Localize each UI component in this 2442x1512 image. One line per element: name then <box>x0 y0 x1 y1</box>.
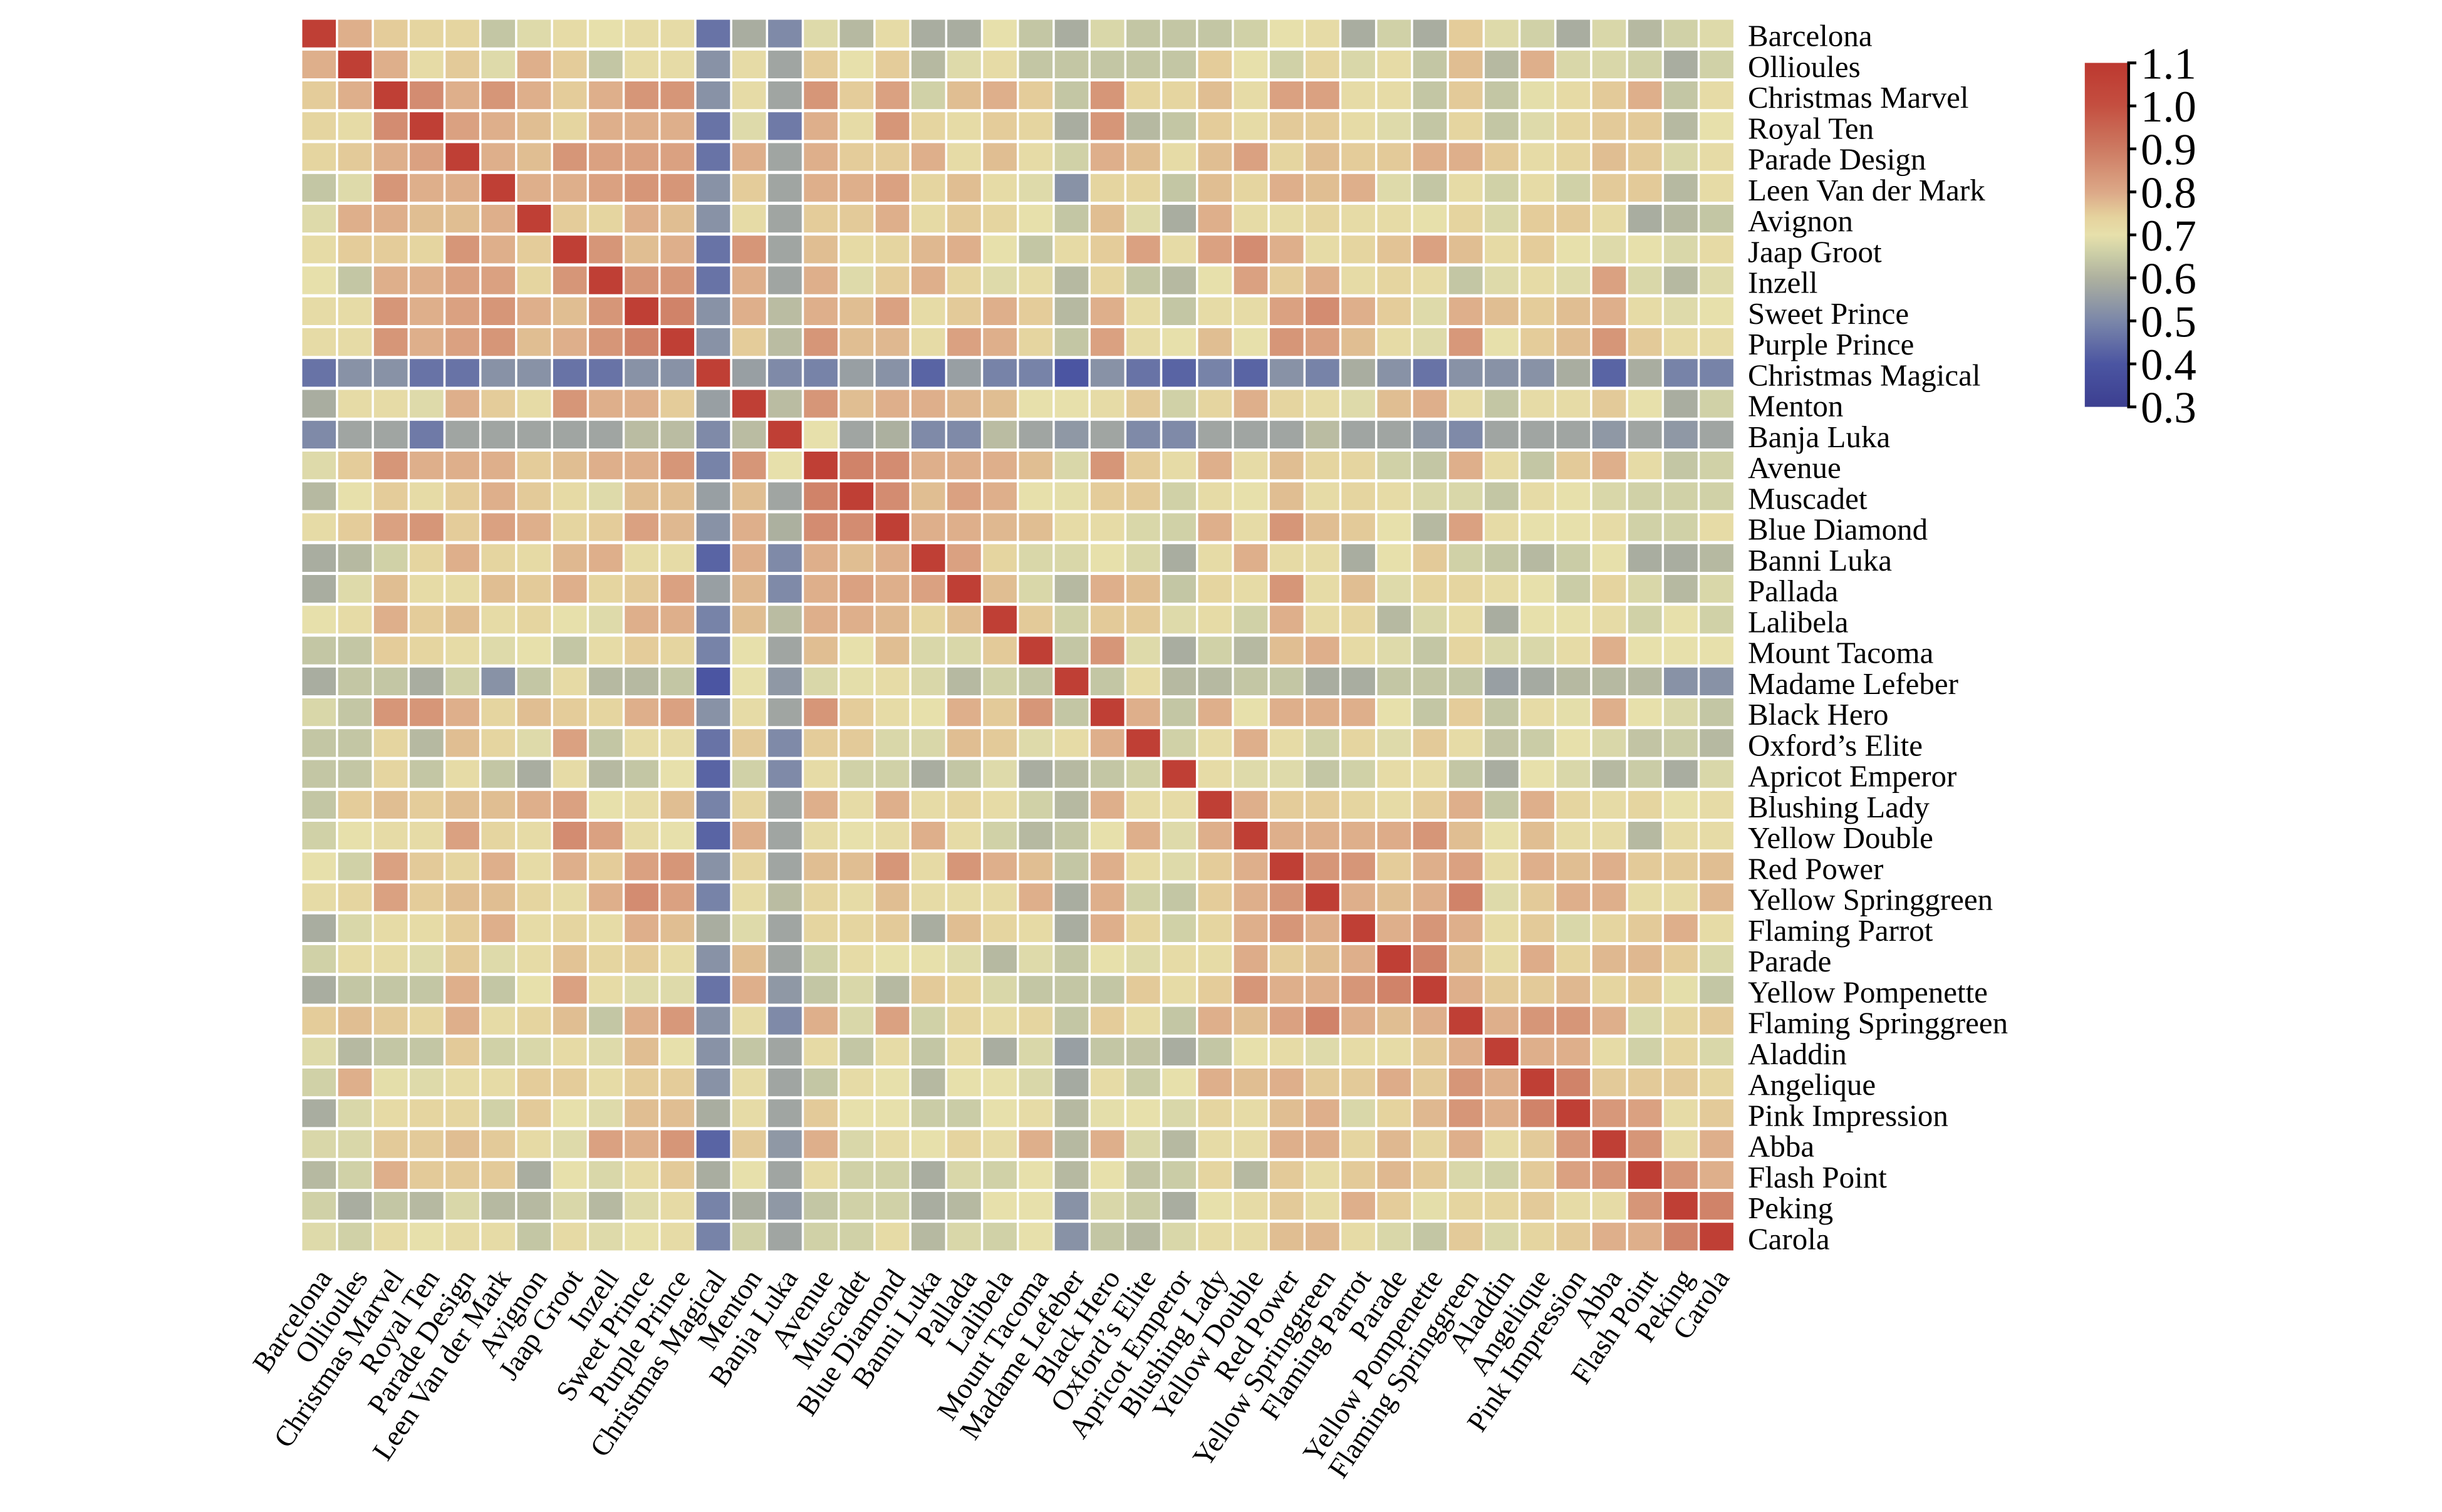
svg-text:Yellow Pompenette: Yellow Pompenette <box>1748 975 1988 1009</box>
svg-text:Sweet Prince: Sweet Prince <box>1748 296 1909 331</box>
svg-text:Peking: Peking <box>1748 1191 1833 1225</box>
svg-text:1.1: 1.1 <box>2141 39 2196 88</box>
svg-text:0.4: 0.4 <box>2141 341 2196 390</box>
svg-text:Blushing Lady: Blushing Lady <box>1748 790 1930 824</box>
svg-text:Purple Prince: Purple Prince <box>1748 327 1914 361</box>
svg-text:Ollioules: Ollioules <box>1748 49 1861 84</box>
svg-text:Aladdin: Aladdin <box>1748 1037 1847 1071</box>
svg-text:Christmas Marvel: Christmas Marvel <box>1748 80 1968 115</box>
svg-text:Jaap Groot: Jaap Groot <box>1748 234 1882 269</box>
svg-text:0.9: 0.9 <box>2141 126 2196 175</box>
svg-text:Parade Design: Parade Design <box>1748 142 1926 177</box>
svg-text:Madame Lefeber: Madame Lefeber <box>1748 666 1958 701</box>
svg-text:0.7: 0.7 <box>2141 212 2196 261</box>
svg-text:Banni Luka: Banni Luka <box>1748 543 1892 577</box>
svg-text:Red Power: Red Power <box>1748 851 1883 886</box>
svg-text:0.6: 0.6 <box>2141 255 2196 304</box>
svg-text:Flaming Springgreen: Flaming Springgreen <box>1748 1006 2008 1040</box>
svg-text:Banja Luka: Banja Luka <box>1748 420 1890 454</box>
svg-text:Avignon: Avignon <box>1748 204 1853 238</box>
svg-text:Barcelona: Barcelona <box>1748 19 1873 53</box>
svg-text:Abba: Abba <box>1748 1129 1814 1164</box>
svg-text:Black Hero: Black Hero <box>1748 697 1889 732</box>
svg-text:Royal Ten: Royal Ten <box>1748 111 1874 145</box>
svg-text:Lalibela: Lalibela <box>1748 604 1849 639</box>
svg-text:Carola: Carola <box>1748 1221 1830 1256</box>
svg-text:Leen Van der Mark: Leen Van der Mark <box>1748 173 1985 207</box>
svg-text:Christmas Magical: Christmas Magical <box>1748 358 1981 392</box>
svg-text:Muscadet: Muscadet <box>1748 481 1868 515</box>
svg-text:Mount Tacoma: Mount Tacoma <box>1748 636 1934 670</box>
svg-text:Blue Diamond: Blue Diamond <box>1748 512 1928 547</box>
svg-text:Flaming Parrot: Flaming Parrot <box>1748 913 1933 948</box>
svg-text:0.5: 0.5 <box>2141 298 2196 346</box>
svg-text:0.8: 0.8 <box>2141 168 2196 217</box>
svg-text:Oxford’s Elite: Oxford’s Elite <box>1748 728 1923 762</box>
svg-text:Flash Point: Flash Point <box>1748 1160 1887 1194</box>
svg-text:Yellow Springgreen: Yellow Springgreen <box>1748 883 1993 917</box>
svg-text:Pallada: Pallada <box>1748 574 1838 608</box>
svg-text:Angelique: Angelique <box>1748 1067 1876 1102</box>
svg-text:Apricot Emperor: Apricot Emperor <box>1748 759 1956 794</box>
svg-text:1.0: 1.0 <box>2141 83 2196 132</box>
svg-text:Avenue: Avenue <box>1748 450 1841 485</box>
svg-text:Inzell: Inzell <box>1748 266 1818 300</box>
svg-text:Pink Impression: Pink Impression <box>1748 1098 1948 1132</box>
svg-text:Parade: Parade <box>1748 944 1831 978</box>
svg-text:Yellow Double: Yellow Double <box>1748 821 1933 855</box>
svg-text:0.3: 0.3 <box>2141 384 2196 433</box>
svg-text:Menton: Menton <box>1748 389 1843 423</box>
